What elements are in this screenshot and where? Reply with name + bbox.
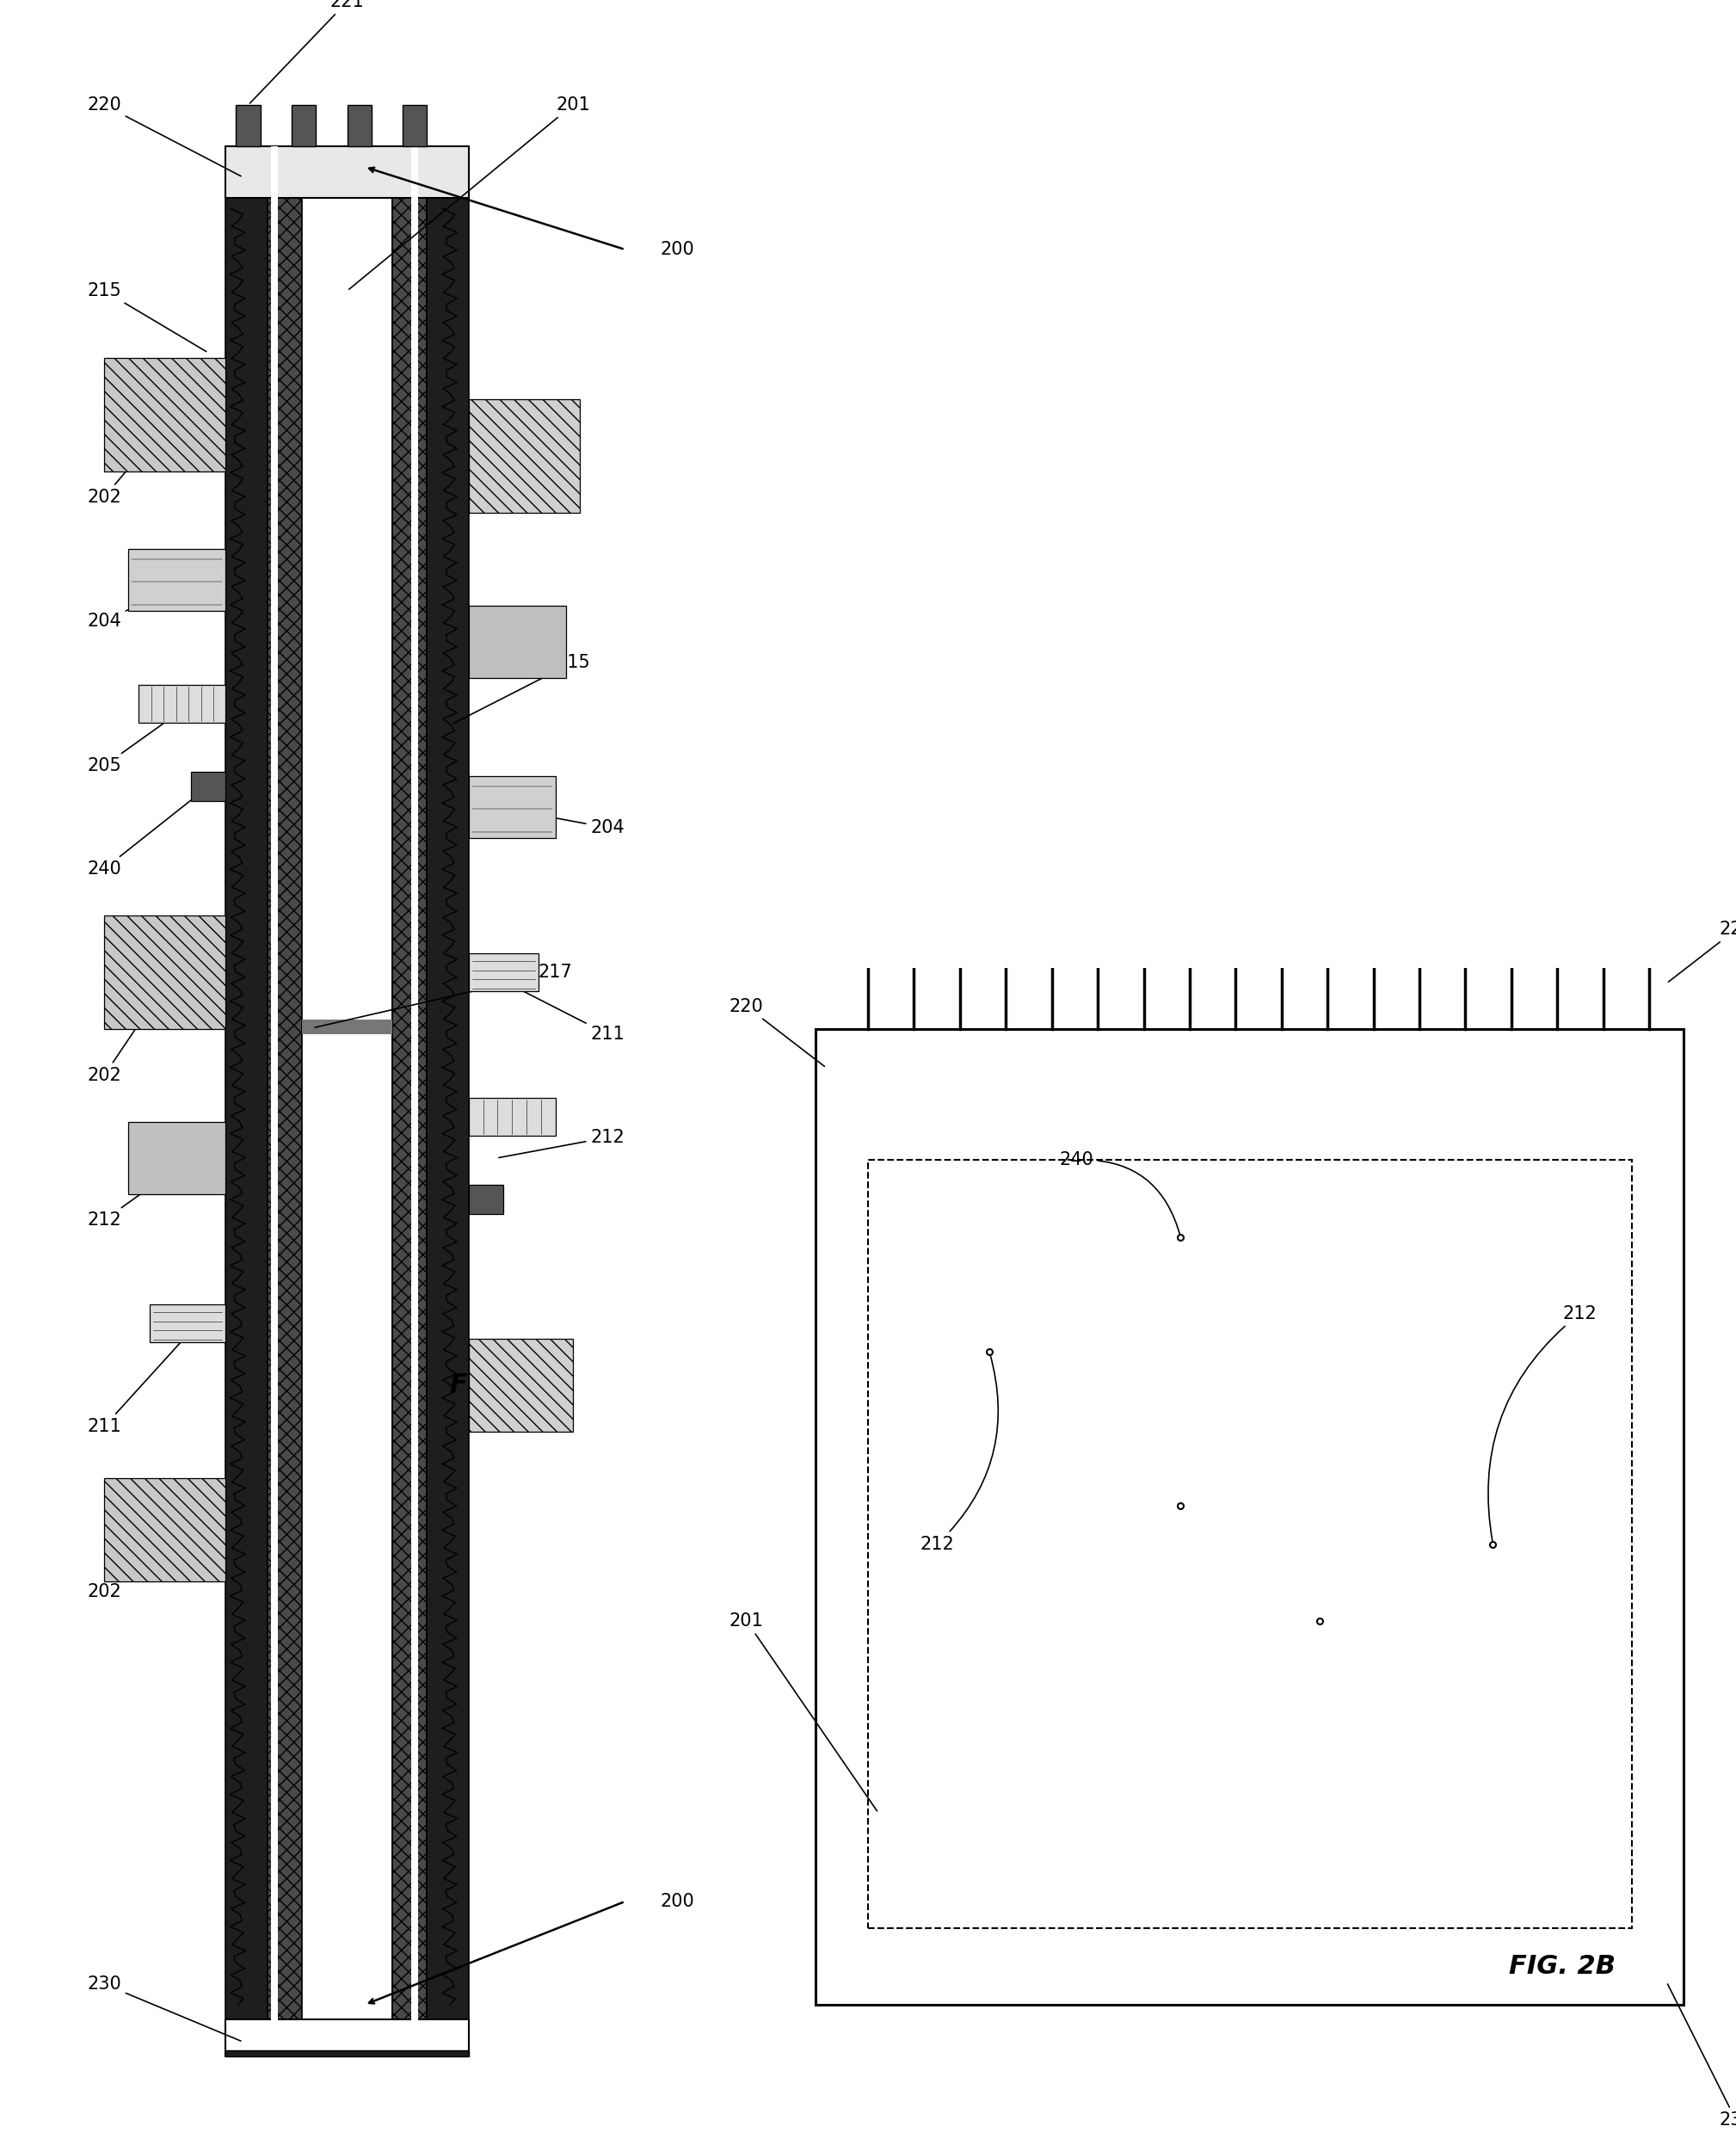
- Text: 240: 240: [87, 787, 207, 878]
- Text: 221: 221: [250, 0, 365, 103]
- Bar: [104, 916, 226, 1028]
- Bar: [139, 686, 226, 723]
- Bar: [104, 357, 226, 471]
- Text: 215: 215: [453, 654, 590, 723]
- Bar: [104, 1478, 226, 1581]
- Bar: [302, 1020, 392, 1035]
- Bar: [868, 1159, 1632, 1927]
- Bar: [469, 1099, 556, 1136]
- Bar: [226, 146, 267, 2026]
- Bar: [271, 146, 278, 2026]
- Text: 200: 200: [660, 1893, 694, 1910]
- Text: 230: 230: [1668, 1983, 1736, 2129]
- Bar: [469, 777, 556, 839]
- Bar: [403, 105, 427, 146]
- Text: 220: 220: [729, 998, 825, 1067]
- Bar: [226, 2020, 469, 2056]
- Text: 202: 202: [87, 1532, 172, 1600]
- Bar: [411, 146, 418, 2026]
- Bar: [104, 357, 226, 471]
- Text: 201: 201: [349, 97, 590, 288]
- Bar: [469, 607, 566, 678]
- Text: 204: 204: [87, 581, 189, 630]
- Text: 212: 212: [87, 1159, 189, 1228]
- Text: 204: 204: [498, 807, 625, 837]
- Text: 205: 205: [87, 706, 189, 774]
- Text: 217: 217: [314, 964, 573, 1028]
- Bar: [392, 146, 427, 2026]
- Bar: [149, 1306, 226, 1342]
- Text: 200: 200: [660, 241, 694, 258]
- Text: 202: 202: [87, 974, 172, 1084]
- Bar: [226, 146, 469, 198]
- Bar: [267, 146, 302, 2026]
- Bar: [469, 1338, 573, 1433]
- Text: 220: 220: [87, 97, 241, 176]
- Bar: [427, 146, 469, 2026]
- Bar: [128, 549, 226, 611]
- Text: 215: 215: [87, 282, 207, 351]
- Bar: [469, 400, 580, 512]
- Bar: [191, 772, 226, 800]
- Text: FIG. 2B: FIG. 2B: [1509, 1953, 1616, 1979]
- Bar: [469, 1185, 503, 1213]
- Text: 211: 211: [87, 1325, 196, 1435]
- Text: 212: 212: [920, 1355, 998, 1553]
- Text: 212: 212: [1488, 1306, 1597, 1542]
- Text: 212: 212: [498, 1129, 625, 1157]
- Bar: [469, 953, 538, 992]
- Bar: [347, 105, 372, 146]
- Bar: [292, 105, 316, 146]
- Bar: [302, 146, 392, 2026]
- Text: 202: 202: [87, 417, 172, 505]
- Text: 221: 221: [1668, 921, 1736, 981]
- Text: 211: 211: [488, 974, 625, 1043]
- Bar: [128, 1123, 226, 1194]
- Text: FIG. 2A: FIG. 2A: [450, 1372, 557, 1398]
- Bar: [236, 105, 260, 146]
- Bar: [226, 2050, 469, 2056]
- Text: 240: 240: [1059, 1151, 1180, 1235]
- Text: 230: 230: [87, 1975, 241, 2041]
- Text: 201: 201: [729, 1613, 877, 1811]
